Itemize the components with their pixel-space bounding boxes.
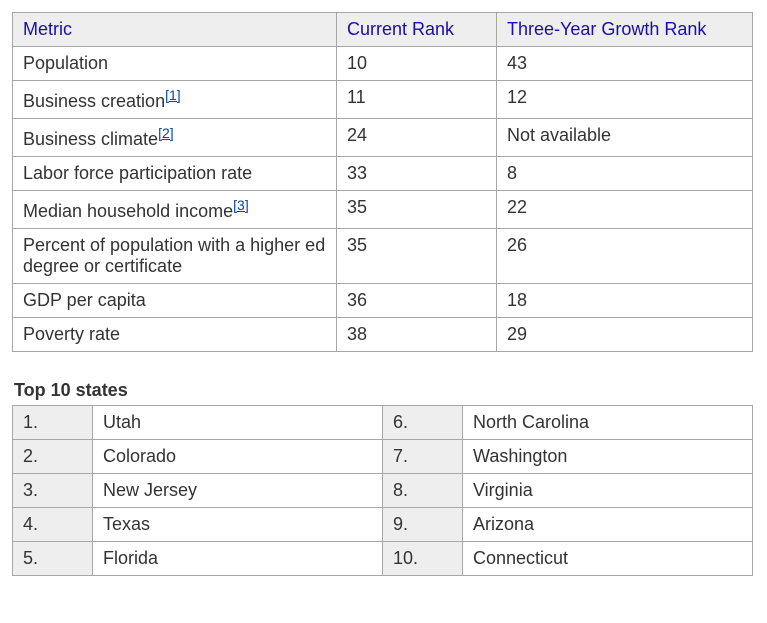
metric-cell: Population	[13, 47, 337, 81]
metric-cell: Poverty rate	[13, 318, 337, 352]
col-growth-rank: Three-Year Growth Rank	[497, 13, 753, 47]
table-row: Percent of population with a higher ed d…	[13, 229, 753, 284]
table-row: 3. New Jersey 8. Virginia	[13, 474, 753, 508]
table-row: 2. Colorado 7. Washington	[13, 440, 753, 474]
growth-cell: 18	[497, 284, 753, 318]
metric-label: Business climate	[23, 129, 158, 149]
rank-cell: 2.	[13, 440, 93, 474]
current-cell: 11	[337, 81, 497, 119]
rank-cell: 7.	[383, 440, 463, 474]
state-cell: New Jersey	[93, 474, 383, 508]
table-row: Labor force participation rate 33 8	[13, 157, 753, 191]
state-cell: Utah	[93, 406, 383, 440]
table-row: 1. Utah 6. North Carolina	[13, 406, 753, 440]
growth-cell: 26	[497, 229, 753, 284]
metrics-table: Metric Current Rank Three-Year Growth Ra…	[12, 12, 753, 352]
rank-cell: 3.	[13, 474, 93, 508]
current-cell: 35	[337, 191, 497, 229]
rank-cell: 1.	[13, 406, 93, 440]
growth-cell: 29	[497, 318, 753, 352]
rank-cell: 8.	[383, 474, 463, 508]
metric-cell: GDP per capita	[13, 284, 337, 318]
metric-cell: Business creation[1]	[13, 81, 337, 119]
col-metric: Metric	[13, 13, 337, 47]
rank-cell: 6.	[383, 406, 463, 440]
growth-cell: 12	[497, 81, 753, 119]
table-row: Median household income[3] 35 22	[13, 191, 753, 229]
table-row: Business creation[1] 11 12	[13, 81, 753, 119]
state-cell: Washington	[463, 440, 753, 474]
state-cell: Connecticut	[463, 542, 753, 576]
state-cell: Texas	[93, 508, 383, 542]
growth-cell: Not available	[497, 119, 753, 157]
metrics-header-row: Metric Current Rank Three-Year Growth Ra…	[13, 13, 753, 47]
table-row: 5. Florida 10. Connecticut	[13, 542, 753, 576]
metric-cell: Median household income[3]	[13, 191, 337, 229]
current-cell: 33	[337, 157, 497, 191]
table-row: Poverty rate 38 29	[13, 318, 753, 352]
col-current-rank: Current Rank	[337, 13, 497, 47]
metric-label: Business creation	[23, 91, 165, 111]
table-row: Population 10 43	[13, 47, 753, 81]
metric-label: Median household income	[23, 201, 233, 221]
metric-cell: Labor force participation rate	[13, 157, 337, 191]
ref-link[interactable]: [1]	[165, 87, 181, 103]
rank-cell: 4.	[13, 508, 93, 542]
rank-cell: 9.	[383, 508, 463, 542]
state-cell: Virginia	[463, 474, 753, 508]
current-cell: 10	[337, 47, 497, 81]
table-row: Business climate[2] 24 Not available	[13, 119, 753, 157]
metric-cell: Percent of population with a higher ed d…	[13, 229, 337, 284]
growth-cell: 8	[497, 157, 753, 191]
metric-label: Percent of population with a higher ed d…	[23, 235, 325, 276]
current-cell: 36	[337, 284, 497, 318]
metric-cell: Business climate[2]	[13, 119, 337, 157]
metrics-body: Population 10 43 Business creation[1] 11…	[13, 47, 753, 352]
growth-cell: 22	[497, 191, 753, 229]
table-row: 4. Texas 9. Arizona	[13, 508, 753, 542]
current-cell: 35	[337, 229, 497, 284]
ref-link[interactable]: [3]	[233, 197, 249, 213]
metric-label: Labor force participation rate	[23, 163, 252, 183]
ref-link[interactable]: [2]	[158, 125, 174, 141]
table-row: GDP per capita 36 18	[13, 284, 753, 318]
state-cell: Florida	[93, 542, 383, 576]
metric-label: GDP per capita	[23, 290, 146, 310]
rank-cell: 5.	[13, 542, 93, 576]
states-body: 1. Utah 6. North Carolina 2. Colorado 7.…	[13, 406, 753, 576]
current-cell: 38	[337, 318, 497, 352]
state-cell: North Carolina	[463, 406, 753, 440]
metric-label: Population	[23, 53, 108, 73]
state-cell: Colorado	[93, 440, 383, 474]
current-cell: 24	[337, 119, 497, 157]
growth-cell: 43	[497, 47, 753, 81]
state-cell: Arizona	[463, 508, 753, 542]
top-states-title: Top 10 states	[14, 380, 755, 401]
rank-cell: 10.	[383, 542, 463, 576]
metric-label: Poverty rate	[23, 324, 120, 344]
top-states-table: 1. Utah 6. North Carolina 2. Colorado 7.…	[12, 405, 753, 576]
